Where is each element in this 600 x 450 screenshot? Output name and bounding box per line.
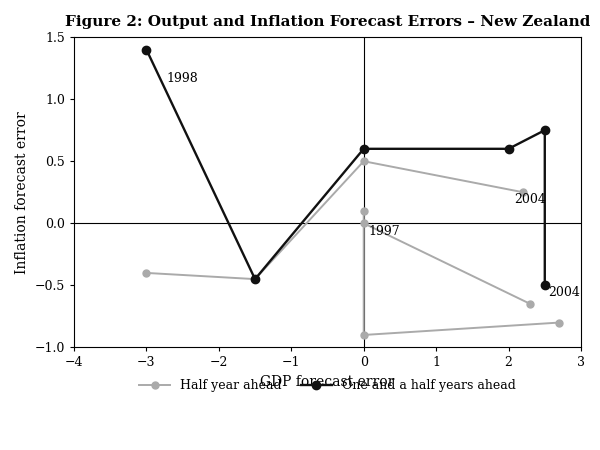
- Title: Figure 2: Output and Inflation Forecast Errors – New Zealand: Figure 2: Output and Inflation Forecast …: [65, 15, 590, 29]
- Text: 1998: 1998: [167, 72, 199, 85]
- Y-axis label: Inflation forecast error: Inflation forecast error: [15, 111, 29, 274]
- Text: 1997: 1997: [369, 225, 400, 238]
- Legend: Half year ahead, One and a half years ahead: Half year ahead, One and a half years ah…: [134, 374, 521, 397]
- X-axis label: GDP forecast error: GDP forecast error: [260, 375, 395, 389]
- Text: 2004: 2004: [548, 286, 580, 299]
- Text: 2004: 2004: [514, 193, 546, 206]
